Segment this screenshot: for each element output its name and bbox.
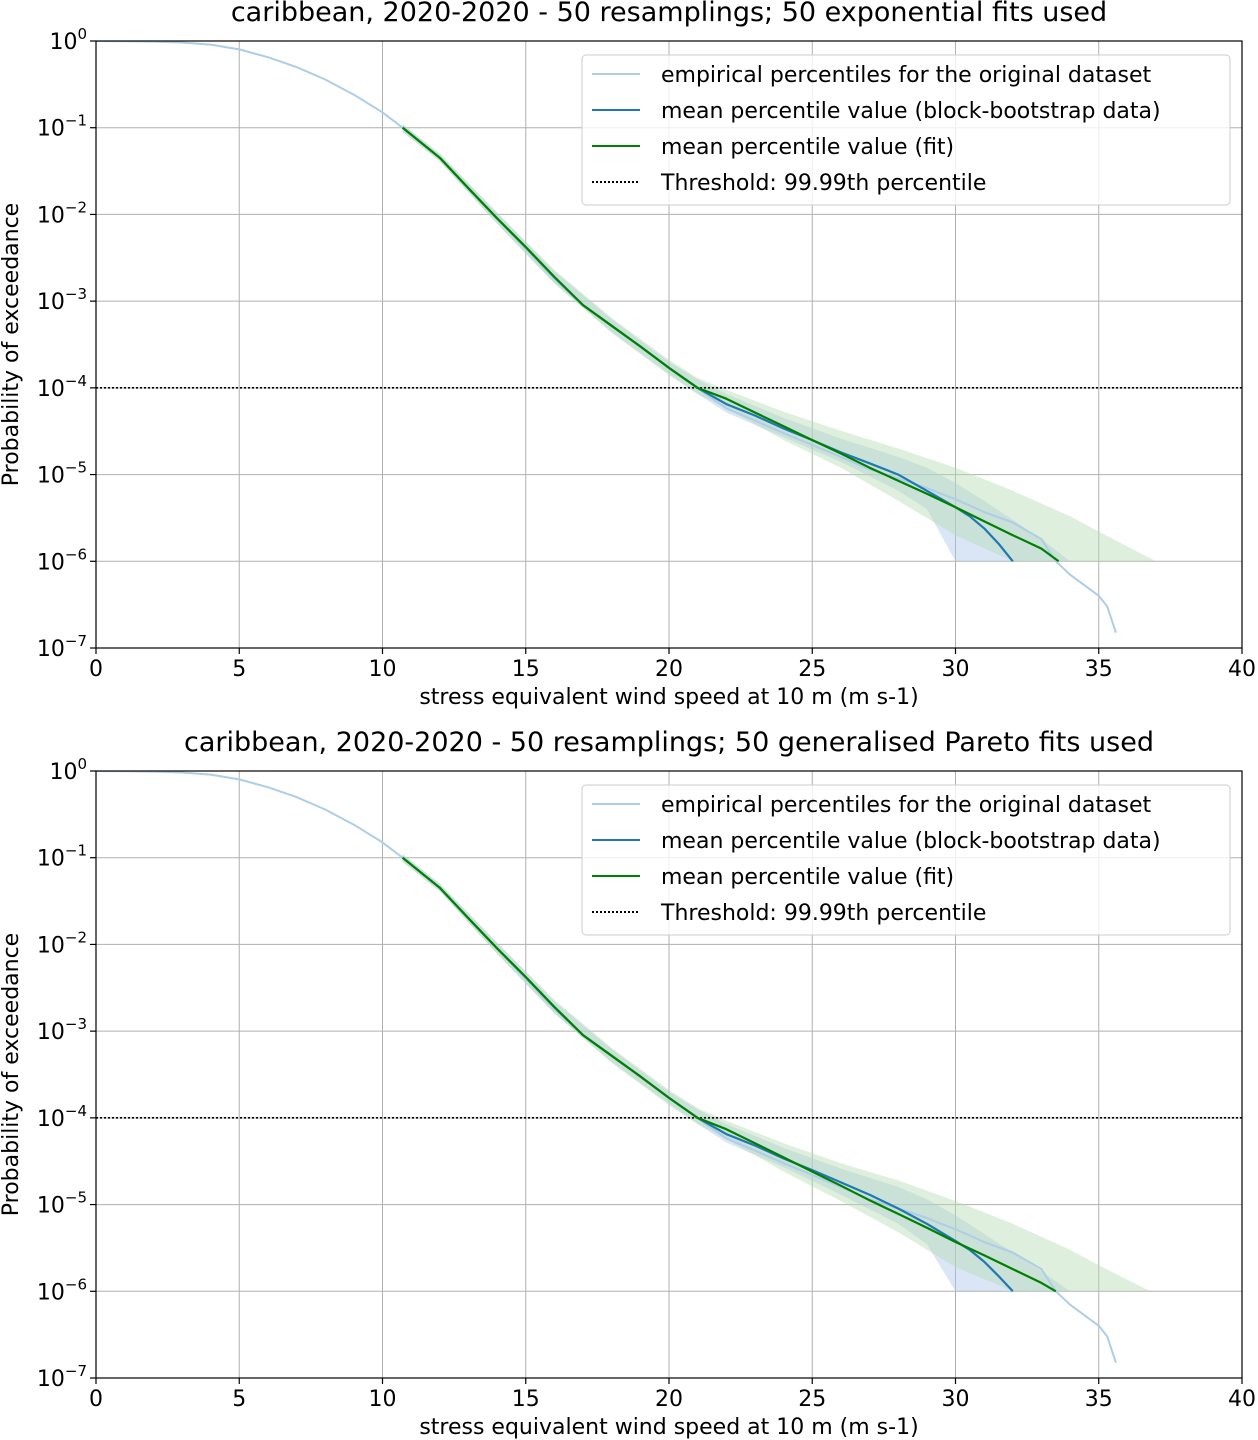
plot-area [96, 771, 1242, 1364]
y-tick-label: 100 [49, 25, 87, 55]
x-tick-label: 30 [942, 1387, 970, 1412]
y-tick-exponent: −2 [65, 198, 87, 216]
chart-title: caribbean, 2020-2020 - 50 resamplings; 5… [184, 727, 1154, 758]
y-tick-base: 10 [37, 377, 65, 402]
legend-label-4: Threshold: 99.99th percentile [660, 901, 986, 926]
y-tick-base: 10 [37, 1194, 65, 1219]
y-tick-base: 10 [37, 117, 65, 142]
chart-title: caribbean, 2020-2020 - 50 resamplings; 5… [231, 0, 1107, 28]
y-tick-exponent: 0 [77, 755, 87, 773]
y-tick-exponent: −6 [65, 545, 87, 563]
y-tick-base: 10 [37, 847, 65, 872]
y-tick-exponent: −1 [65, 842, 87, 860]
legend-label-1: empirical percentiles for the original d… [661, 793, 1151, 818]
x-tick-label: 35 [1085, 1387, 1113, 1412]
legend-frame [581, 54, 1231, 206]
y-tick-exponent: −3 [65, 1015, 87, 1033]
confidence-band-1 [402, 854, 1071, 1292]
series-line-3 [401, 856, 1057, 1293]
x-tick-label: 25 [798, 1387, 826, 1412]
legend-label-3: mean percentile value (fit) [661, 865, 954, 890]
legend-label-3: mean percentile value (fit) [661, 135, 954, 160]
y-axis-label: Probability of exceedance [0, 933, 24, 1216]
y-tick-base: 10 [37, 1020, 65, 1045]
y-tick-label: 10−6 [37, 545, 87, 575]
legend-label-4: Threshold: 99.99th percentile [660, 171, 986, 196]
x-tick-label: 5 [232, 1387, 246, 1412]
y-tick-base: 10 [37, 933, 65, 958]
y-tick-label: 10−2 [37, 198, 87, 228]
x-tick-label: 0 [89, 1387, 103, 1412]
x-tick-label: 30 [942, 657, 970, 682]
y-tick-base: 10 [37, 203, 65, 228]
x-tick-label: 5 [232, 657, 246, 682]
y-tick-exponent: −4 [65, 1102, 87, 1120]
x-tick-label: 20 [655, 1387, 683, 1412]
x-tick-label: 25 [798, 657, 826, 682]
legend: empirical percentiles for the original d… [581, 54, 1231, 206]
y-tick-exponent: −1 [65, 112, 87, 130]
x-tick-label: 10 [369, 657, 397, 682]
y-tick-label: 10−3 [37, 285, 87, 315]
x-tick-label: 10 [369, 1387, 397, 1412]
x-tick-label: 40 [1228, 657, 1256, 682]
y-tick-label: 10−6 [37, 1275, 87, 1305]
y-tick-exponent: −6 [65, 1275, 87, 1293]
y-tick-label: 10−1 [37, 112, 87, 142]
x-axis-label: stress equivalent wind speed at 10 m (m … [419, 1415, 918, 1440]
y-tick-base: 10 [37, 550, 65, 575]
y-tick-exponent: 0 [77, 25, 87, 43]
x-tick-label: 40 [1228, 1387, 1256, 1412]
y-tick-label: 10−7 [37, 632, 87, 662]
x-tick-label: 0 [89, 657, 103, 682]
y-tick-base: 10 [49, 760, 77, 785]
x-tick-label: 15 [512, 657, 540, 682]
y-tick-label: 10−7 [37, 1362, 87, 1392]
y-tick-exponent: −7 [65, 632, 87, 650]
legend-label-2: mean percentile value (block-bootstrap d… [661, 99, 1161, 124]
x-axis-label: stress equivalent wind speed at 10 m (m … [419, 685, 918, 710]
y-tick-exponent: −4 [65, 372, 87, 390]
y-tick-base: 10 [37, 1107, 65, 1132]
y-tick-label: 10−4 [37, 1102, 87, 1132]
y-tick-exponent: −7 [65, 1362, 87, 1380]
legend-label-1: empirical percentiles for the original d… [661, 63, 1151, 88]
y-tick-exponent: −5 [65, 459, 87, 477]
y-tick-base: 10 [37, 637, 65, 662]
y-tick-label: 10−2 [37, 928, 87, 958]
y-tick-exponent: −3 [65, 285, 87, 303]
series-line-3 [401, 126, 1060, 563]
y-tick-label: 10−5 [37, 1189, 87, 1219]
legend: empirical percentiles for the original d… [581, 784, 1231, 936]
x-tick-label: 35 [1085, 657, 1113, 682]
chart-panel-1: caribbean, 2020-2020 - 50 resamplings; 5… [0, 0, 1256, 710]
x-tick-label: 20 [655, 657, 683, 682]
y-tick-label: 10−3 [37, 1015, 87, 1045]
y-tick-base: 10 [37, 464, 65, 489]
legend-frame [581, 784, 1231, 936]
confidence-band-1 [402, 124, 1071, 562]
y-tick-base: 10 [49, 30, 77, 55]
y-tick-label: 10−1 [37, 842, 87, 872]
y-tick-base: 10 [37, 1280, 65, 1305]
plot-area [96, 41, 1242, 634]
y-tick-label: 10−5 [37, 459, 87, 489]
y-tick-base: 10 [37, 290, 65, 315]
x-tick-label: 15 [512, 1387, 540, 1412]
y-tick-exponent: −5 [65, 1189, 87, 1207]
y-tick-base: 10 [37, 1367, 65, 1392]
legend-label-2: mean percentile value (block-bootstrap d… [661, 829, 1161, 854]
y-axis-label: Probability of exceedance [0, 203, 24, 486]
y-tick-label: 10−4 [37, 372, 87, 402]
chart-panel-2: caribbean, 2020-2020 - 50 resamplings; 5… [0, 727, 1256, 1440]
y-tick-label: 100 [49, 755, 87, 785]
y-tick-exponent: −2 [65, 928, 87, 946]
